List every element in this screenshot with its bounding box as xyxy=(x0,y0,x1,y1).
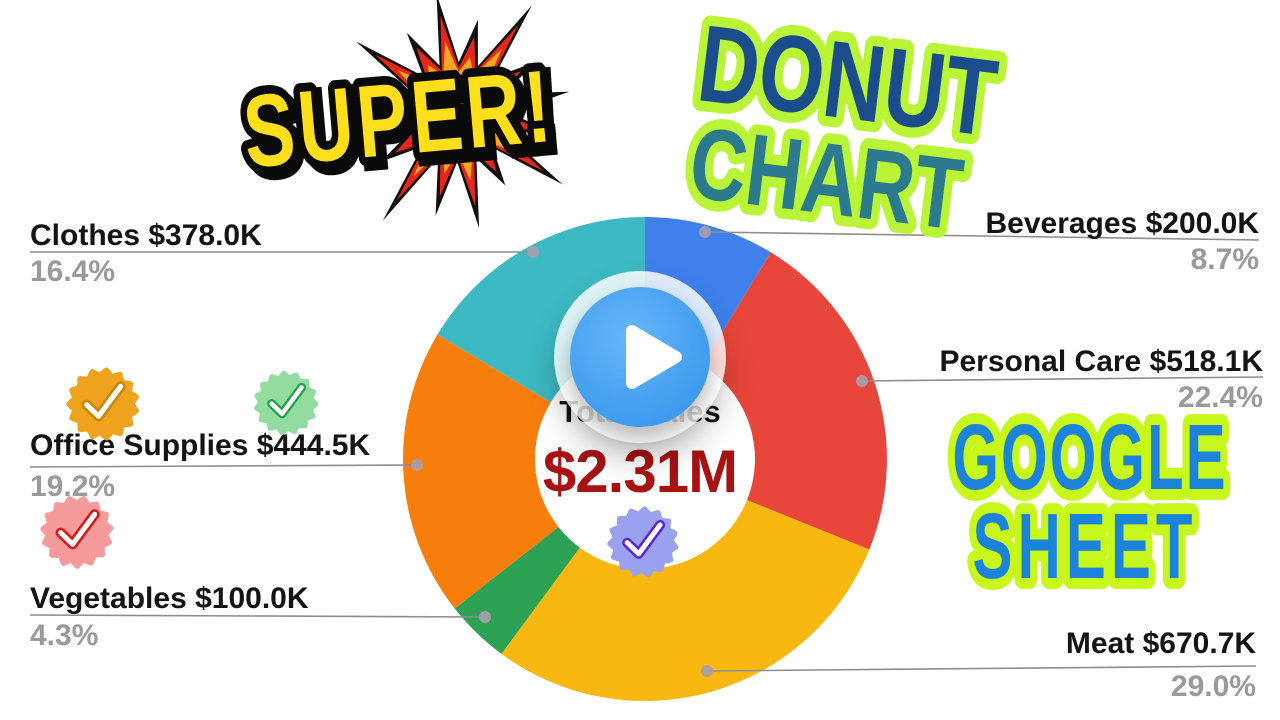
leader-dot-personal-care xyxy=(856,375,868,387)
side-title-google: GOOGLE xyxy=(952,405,1227,510)
callout-label-office-supplies: Office Supplies $444.5K xyxy=(30,429,371,462)
burst-star-inner xyxy=(392,41,525,181)
play-icon xyxy=(626,325,682,389)
callout-pct-beverages: 8.7% xyxy=(1190,243,1259,276)
callout-label-meat: Meat $670.7K xyxy=(1065,627,1256,660)
slice-personal-care xyxy=(702,252,887,550)
play-button-disc xyxy=(570,287,710,427)
leader-dot-meat xyxy=(701,665,713,677)
leader-line-meat xyxy=(706,665,1257,672)
leader-line-personal-care xyxy=(861,376,1264,382)
leader-dot-clothes xyxy=(527,246,539,258)
red-check-badge xyxy=(40,495,114,569)
leader-dot-vegetables xyxy=(479,611,491,623)
slice-meat xyxy=(501,500,870,702)
green-check-badge xyxy=(254,370,319,436)
callout-pct-clothes: 16.4% xyxy=(30,255,116,288)
video-play-button[interactable] xyxy=(554,271,726,443)
orange-check-badge xyxy=(66,367,140,441)
side-title-sheet: SHEET xyxy=(972,494,1197,599)
leader-dot-beverages xyxy=(699,226,711,238)
callout-pct-vegetables: 4.3% xyxy=(30,619,99,652)
leader-line-office-supplies xyxy=(29,464,418,468)
callout-label-vegetables: Vegetables $100.0K xyxy=(30,582,309,615)
callout-label-beverages: Beverages $200.0K xyxy=(985,207,1259,240)
slice-office-supplies xyxy=(403,334,559,609)
leader-line-beverages xyxy=(704,231,1260,241)
callout-label-personal-care: Personal Care $518.1K xyxy=(939,345,1263,378)
chart-center-value: $2.31M xyxy=(542,438,738,505)
leader-line-vegetables xyxy=(29,614,486,618)
callout-pct-meat: 29.0% xyxy=(1170,670,1256,703)
callout-label-clothes: Clothes $378.0K xyxy=(30,219,262,252)
leader-dot-office-supplies xyxy=(411,459,423,471)
purple-check-badge xyxy=(607,506,679,578)
callout-pct-personal-care: 22.4% xyxy=(1177,381,1263,414)
